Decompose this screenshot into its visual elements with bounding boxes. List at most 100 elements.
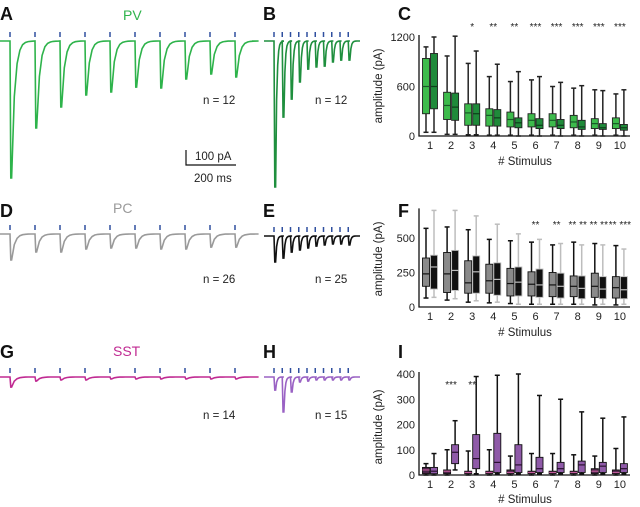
panel-label-a: A [0, 4, 13, 24]
box-slow-2 [443, 226, 452, 301]
box-fast-5 [514, 373, 523, 475]
box [485, 108, 494, 127]
n-count: n = 26 [203, 274, 235, 286]
box [472, 103, 481, 126]
x-tick-label: 7 [554, 479, 560, 491]
box-slow-6 [527, 79, 536, 136]
box-slow-3 [464, 228, 473, 303]
significance-marker: * [470, 22, 474, 33]
box-fast-8 [577, 411, 586, 475]
box [556, 119, 565, 130]
axes [418, 372, 630, 476]
box-slow-7 [548, 244, 557, 305]
significance-marker: *** [593, 22, 605, 33]
scale-bar-time: 200 ms [194, 173, 232, 185]
significance-marker: *** [530, 22, 542, 33]
box [430, 53, 438, 110]
box [577, 275, 586, 300]
box [464, 260, 473, 294]
box [422, 257, 430, 287]
panel-label-g: G [0, 342, 14, 362]
box-fast-3 [472, 375, 481, 475]
y-tick-label: 100 [397, 445, 415, 457]
y-tick-label: 400 [397, 369, 415, 381]
n-count: n = 15 [315, 410, 347, 422]
x-tick-label: 1 [427, 479, 433, 491]
box-fast-2 [451, 35, 460, 136]
scale-bar-amplitude: 100 pA [195, 151, 232, 163]
box-slow-10 [611, 93, 620, 136]
box [472, 255, 481, 294]
cell-type-title: PV [123, 7, 142, 23]
x-tick-label: 7 [554, 140, 560, 152]
box [556, 461, 565, 473]
box-slow-5 [506, 240, 515, 305]
box-slow-3 [464, 450, 473, 476]
cell-type-title: SST [113, 343, 141, 359]
box-fast-8 [577, 244, 586, 305]
box-fast-5 [514, 233, 523, 305]
box-slow-6 [527, 452, 536, 476]
x-tick-label: 1 [427, 140, 433, 152]
box [430, 254, 438, 290]
x-tick-label: 2 [448, 311, 454, 323]
significance-marker: ** *** [609, 220, 631, 231]
y-axis-label: amplitude (pA) [373, 48, 385, 123]
box-fast-3 [472, 50, 481, 136]
box [451, 444, 460, 465]
x-tick-label: 3 [469, 311, 475, 323]
current-trace [264, 235, 360, 263]
box-fast-10 [619, 89, 628, 137]
box-fast-9 [598, 244, 607, 305]
box [514, 266, 523, 297]
x-tick-label: 9 [596, 479, 602, 491]
current-trace [264, 376, 360, 413]
significance-marker: ** [468, 380, 476, 391]
box-slow-8 [569, 87, 578, 136]
y-axis-label: amplitude (pA) [373, 389, 385, 464]
trace-panel-g: SST n = 14 [0, 343, 259, 422]
y-tick-label: 250 [397, 268, 415, 280]
box [590, 272, 599, 298]
panel-label-e: E [263, 201, 275, 221]
box [619, 276, 628, 300]
box-fast-3 [472, 215, 481, 302]
axes [418, 208, 630, 308]
significance-marker: ** ** [569, 220, 587, 231]
x-tick-label: 8 [575, 311, 581, 323]
x-tick-label: 8 [575, 479, 581, 491]
box-slow-9 [590, 242, 599, 306]
box-slow-3 [464, 62, 473, 136]
box [443, 469, 452, 475]
box [611, 469, 620, 475]
box [430, 466, 438, 475]
x-axis-label: # Stimulus [498, 156, 552, 168]
box [577, 460, 586, 473]
x-tick-label: 6 [532, 479, 538, 491]
box-slow-5 [506, 80, 515, 136]
box-fast-10 [619, 416, 628, 475]
box [422, 466, 430, 475]
box-slow-7 [548, 452, 557, 476]
box [598, 123, 607, 130]
chart-f: 0 250 500 amplitude (pA) # Stimulus 1 2 3 4 5 6 ** 7… [373, 208, 631, 339]
box-slow-4 [485, 75, 494, 136]
box [472, 434, 481, 470]
current-trace [0, 233, 259, 261]
box-slow-9 [590, 89, 599, 136]
x-tick-label: 8 [575, 140, 581, 152]
box-slow-10 [611, 447, 620, 476]
x-axis-label: # Stimulus [498, 327, 552, 339]
y-tick-label: 600 [397, 82, 415, 94]
box [535, 118, 544, 130]
y-tick-label: 500 [397, 233, 415, 245]
x-tick-label: 3 [469, 140, 475, 152]
box [514, 444, 523, 473]
x-tick-label: 5 [511, 311, 517, 323]
significance-marker: ** [553, 220, 561, 231]
box-slow-2 [443, 55, 452, 136]
box-slow-1 [422, 462, 430, 476]
y-tick-label: 0 [409, 470, 415, 482]
trace-panel-e: n = 25 [264, 227, 360, 286]
